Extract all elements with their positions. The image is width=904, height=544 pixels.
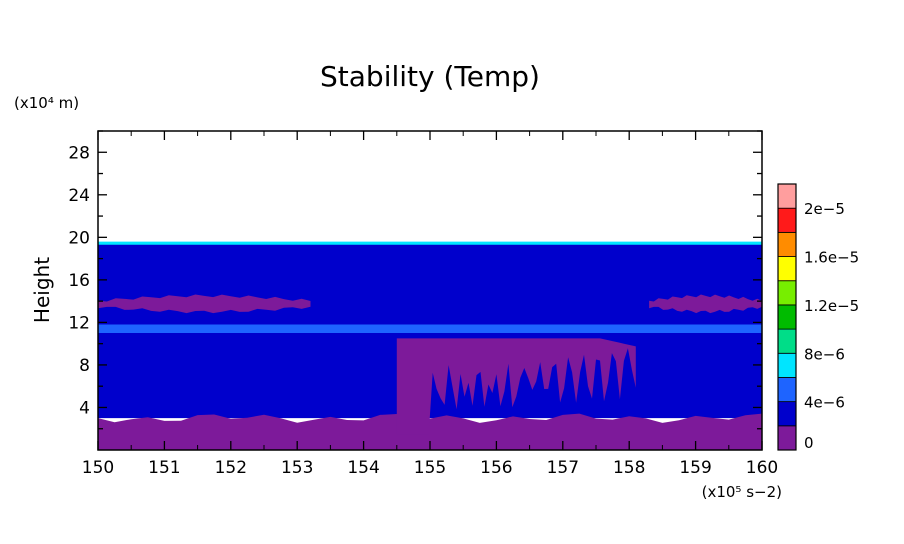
x-tick-label: 156 [480,458,512,478]
y-tick-label: 12 [68,313,90,333]
colorbar-frame [777,183,797,451]
colorbar-swatch [777,256,797,282]
region-deep-convection [396,338,636,435]
x-tick-label: 150 [82,458,114,478]
colorbar-label: 8e−6 [804,345,845,363]
colorbar-swatch [777,280,797,306]
region-surface-layer [98,413,762,450]
y-axis-unit: (x10⁴ m) [14,94,79,112]
plot-area [98,241,762,450]
colorbar-label: 1.6e−5 [804,249,859,267]
x-tick-label: 159 [679,458,711,478]
x-tick-label: 153 [281,458,313,478]
y-tick-label: 24 [68,186,90,206]
colorbar-label: 0 [804,434,814,452]
x-tick-label: 155 [414,458,446,478]
x-tick-label: 160 [746,458,778,478]
colorbar-swatch [777,231,797,257]
y-tick-label: 20 [68,228,90,248]
y-tick-label: 8 [79,356,90,376]
colorbar-swatch [777,328,797,354]
y-tick-label: 16 [68,271,90,291]
x-axis-unit: (x10⁵ s−2) [702,483,782,501]
x-tick-label: 154 [347,458,379,478]
colorbar-swatch [777,425,797,451]
x-tick-label: 158 [613,458,645,478]
colorbar-swatch [777,207,797,233]
region-band-11km [98,324,762,333]
y-tick-label: 4 [79,398,90,418]
x-tick-label: 157 [547,458,579,478]
y-axis-label: Height [30,257,54,323]
region-layer-14km-east [649,294,762,314]
y-tick-label: 28 [68,143,90,163]
x-tick-label: 152 [215,458,247,478]
colorbar-label: 1.2e−5 [804,297,859,315]
axes: 150 151 152 153 154 155 156 157 158 159 160 4 8 12 16 2… [68,130,778,478]
x-tick-label: 151 [148,458,180,478]
colorbar-swatch [777,183,797,209]
colorbar-label: 4e−6 [804,394,845,412]
colorbar-swatch [777,377,797,403]
region-tropopause [98,241,762,245]
chart-title: Stability (Temp) [320,60,540,93]
colorbar: 0 4e−6 8e−6 1.2e−5 1.6e−5 2e−5 [777,183,859,452]
colorbar-label: 2e−5 [804,200,845,218]
colorbar-swatch [777,304,797,330]
region-layer-14km [98,294,311,314]
colorbar-swatch [777,401,797,427]
colorbar-swatch [777,352,797,378]
